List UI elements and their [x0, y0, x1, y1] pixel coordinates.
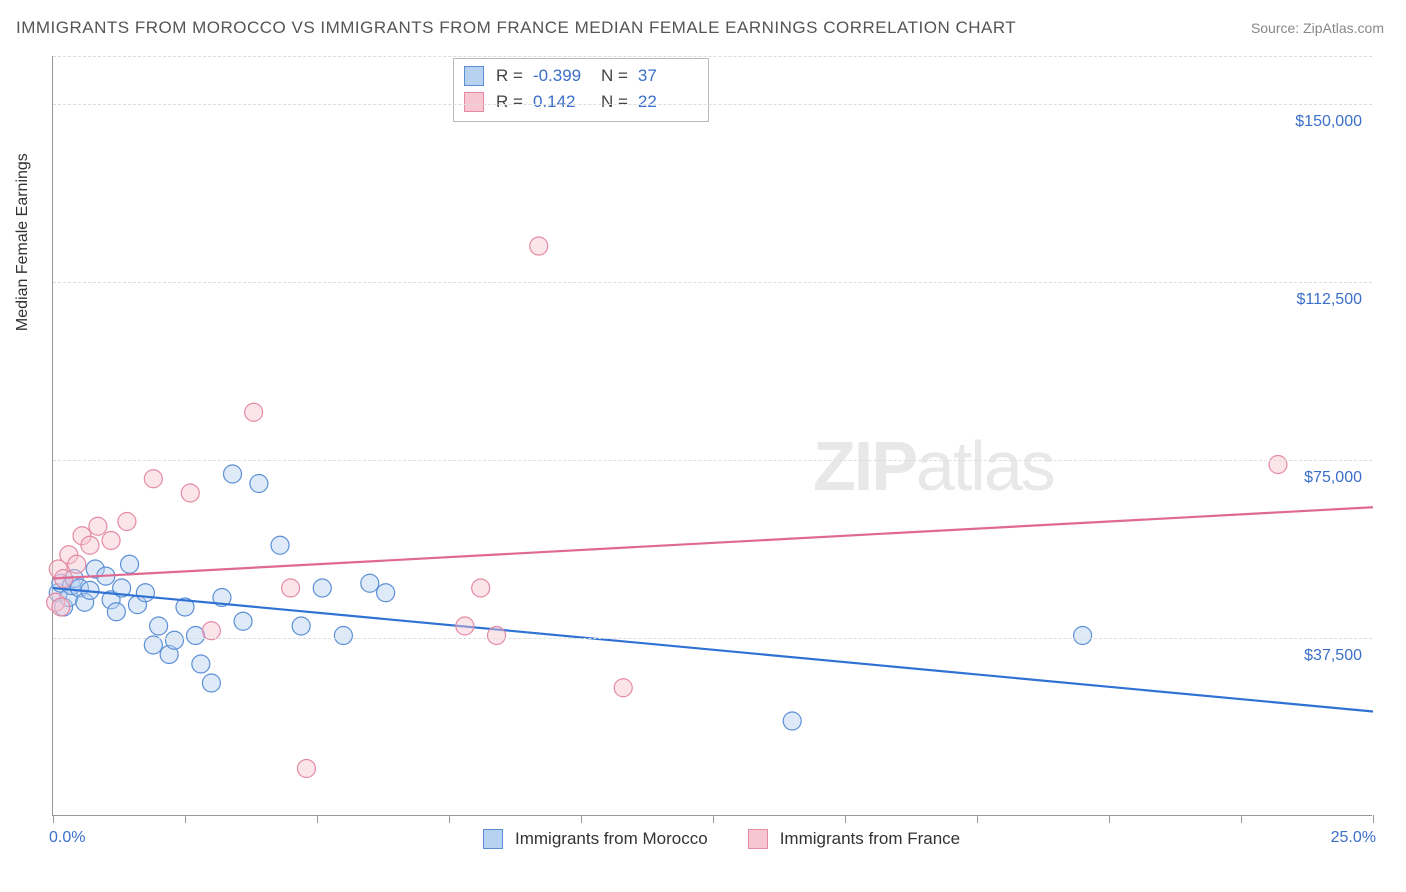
x-axis-max-label: 25.0%	[1331, 829, 1376, 847]
data-point	[224, 465, 242, 483]
data-point	[334, 627, 352, 645]
trend-line	[53, 588, 1373, 712]
y-tick-label: $75,000	[1304, 469, 1362, 487]
legend-label-morocco: Immigrants from Morocco	[515, 829, 708, 849]
data-point	[121, 555, 139, 573]
y-axis-label: Median Female Earnings	[14, 153, 32, 331]
legend: Immigrants from Morocco Immigrants from …	[483, 829, 960, 849]
source-attribution: Source: ZipAtlas.com	[1251, 20, 1384, 36]
data-point	[187, 627, 205, 645]
data-point	[488, 627, 506, 645]
data-point	[234, 612, 252, 630]
legend-item-morocco: Immigrants from Morocco	[483, 829, 708, 849]
legend-item-france: Immigrants from France	[748, 829, 960, 849]
chart-plot-area: ZIPatlas R = -0.399 N = 37 R = 0.142 N =…	[52, 56, 1372, 816]
data-point	[118, 513, 136, 531]
data-point	[292, 617, 310, 635]
data-point	[150, 617, 168, 635]
data-point	[68, 555, 86, 573]
x-axis-min-label: 0.0%	[49, 829, 85, 847]
y-tick-label: $112,500	[1296, 291, 1362, 309]
chart-title: IMMIGRANTS FROM MOROCCO VS IMMIGRANTS FR…	[16, 18, 1016, 38]
data-point	[1074, 627, 1092, 645]
data-point	[783, 712, 801, 730]
data-point	[313, 579, 331, 597]
data-point	[297, 760, 315, 778]
data-point	[136, 584, 154, 602]
legend-swatch-france-icon	[748, 829, 768, 849]
data-point	[614, 679, 632, 697]
y-tick-label: $150,000	[1295, 113, 1362, 131]
data-point	[377, 584, 395, 602]
data-point	[530, 237, 548, 255]
data-point	[181, 484, 199, 502]
data-point	[361, 574, 379, 592]
data-point	[282, 579, 300, 597]
legend-swatch-morocco-icon	[483, 829, 503, 849]
data-point	[102, 532, 120, 550]
data-point	[202, 674, 220, 692]
legend-label-france: Immigrants from France	[780, 829, 960, 849]
y-tick-label: $37,500	[1304, 647, 1362, 665]
data-point	[245, 403, 263, 421]
data-point	[472, 579, 490, 597]
data-point	[107, 603, 125, 621]
scatter-svg	[53, 56, 1372, 815]
data-point	[1269, 456, 1287, 474]
data-point	[81, 536, 99, 554]
data-point	[165, 631, 183, 649]
data-point	[144, 470, 162, 488]
data-point	[271, 536, 289, 554]
data-point	[52, 598, 70, 616]
data-point	[250, 475, 268, 493]
data-point	[89, 517, 107, 535]
trend-line	[53, 507, 1373, 578]
data-point	[192, 655, 210, 673]
data-point	[456, 617, 474, 635]
